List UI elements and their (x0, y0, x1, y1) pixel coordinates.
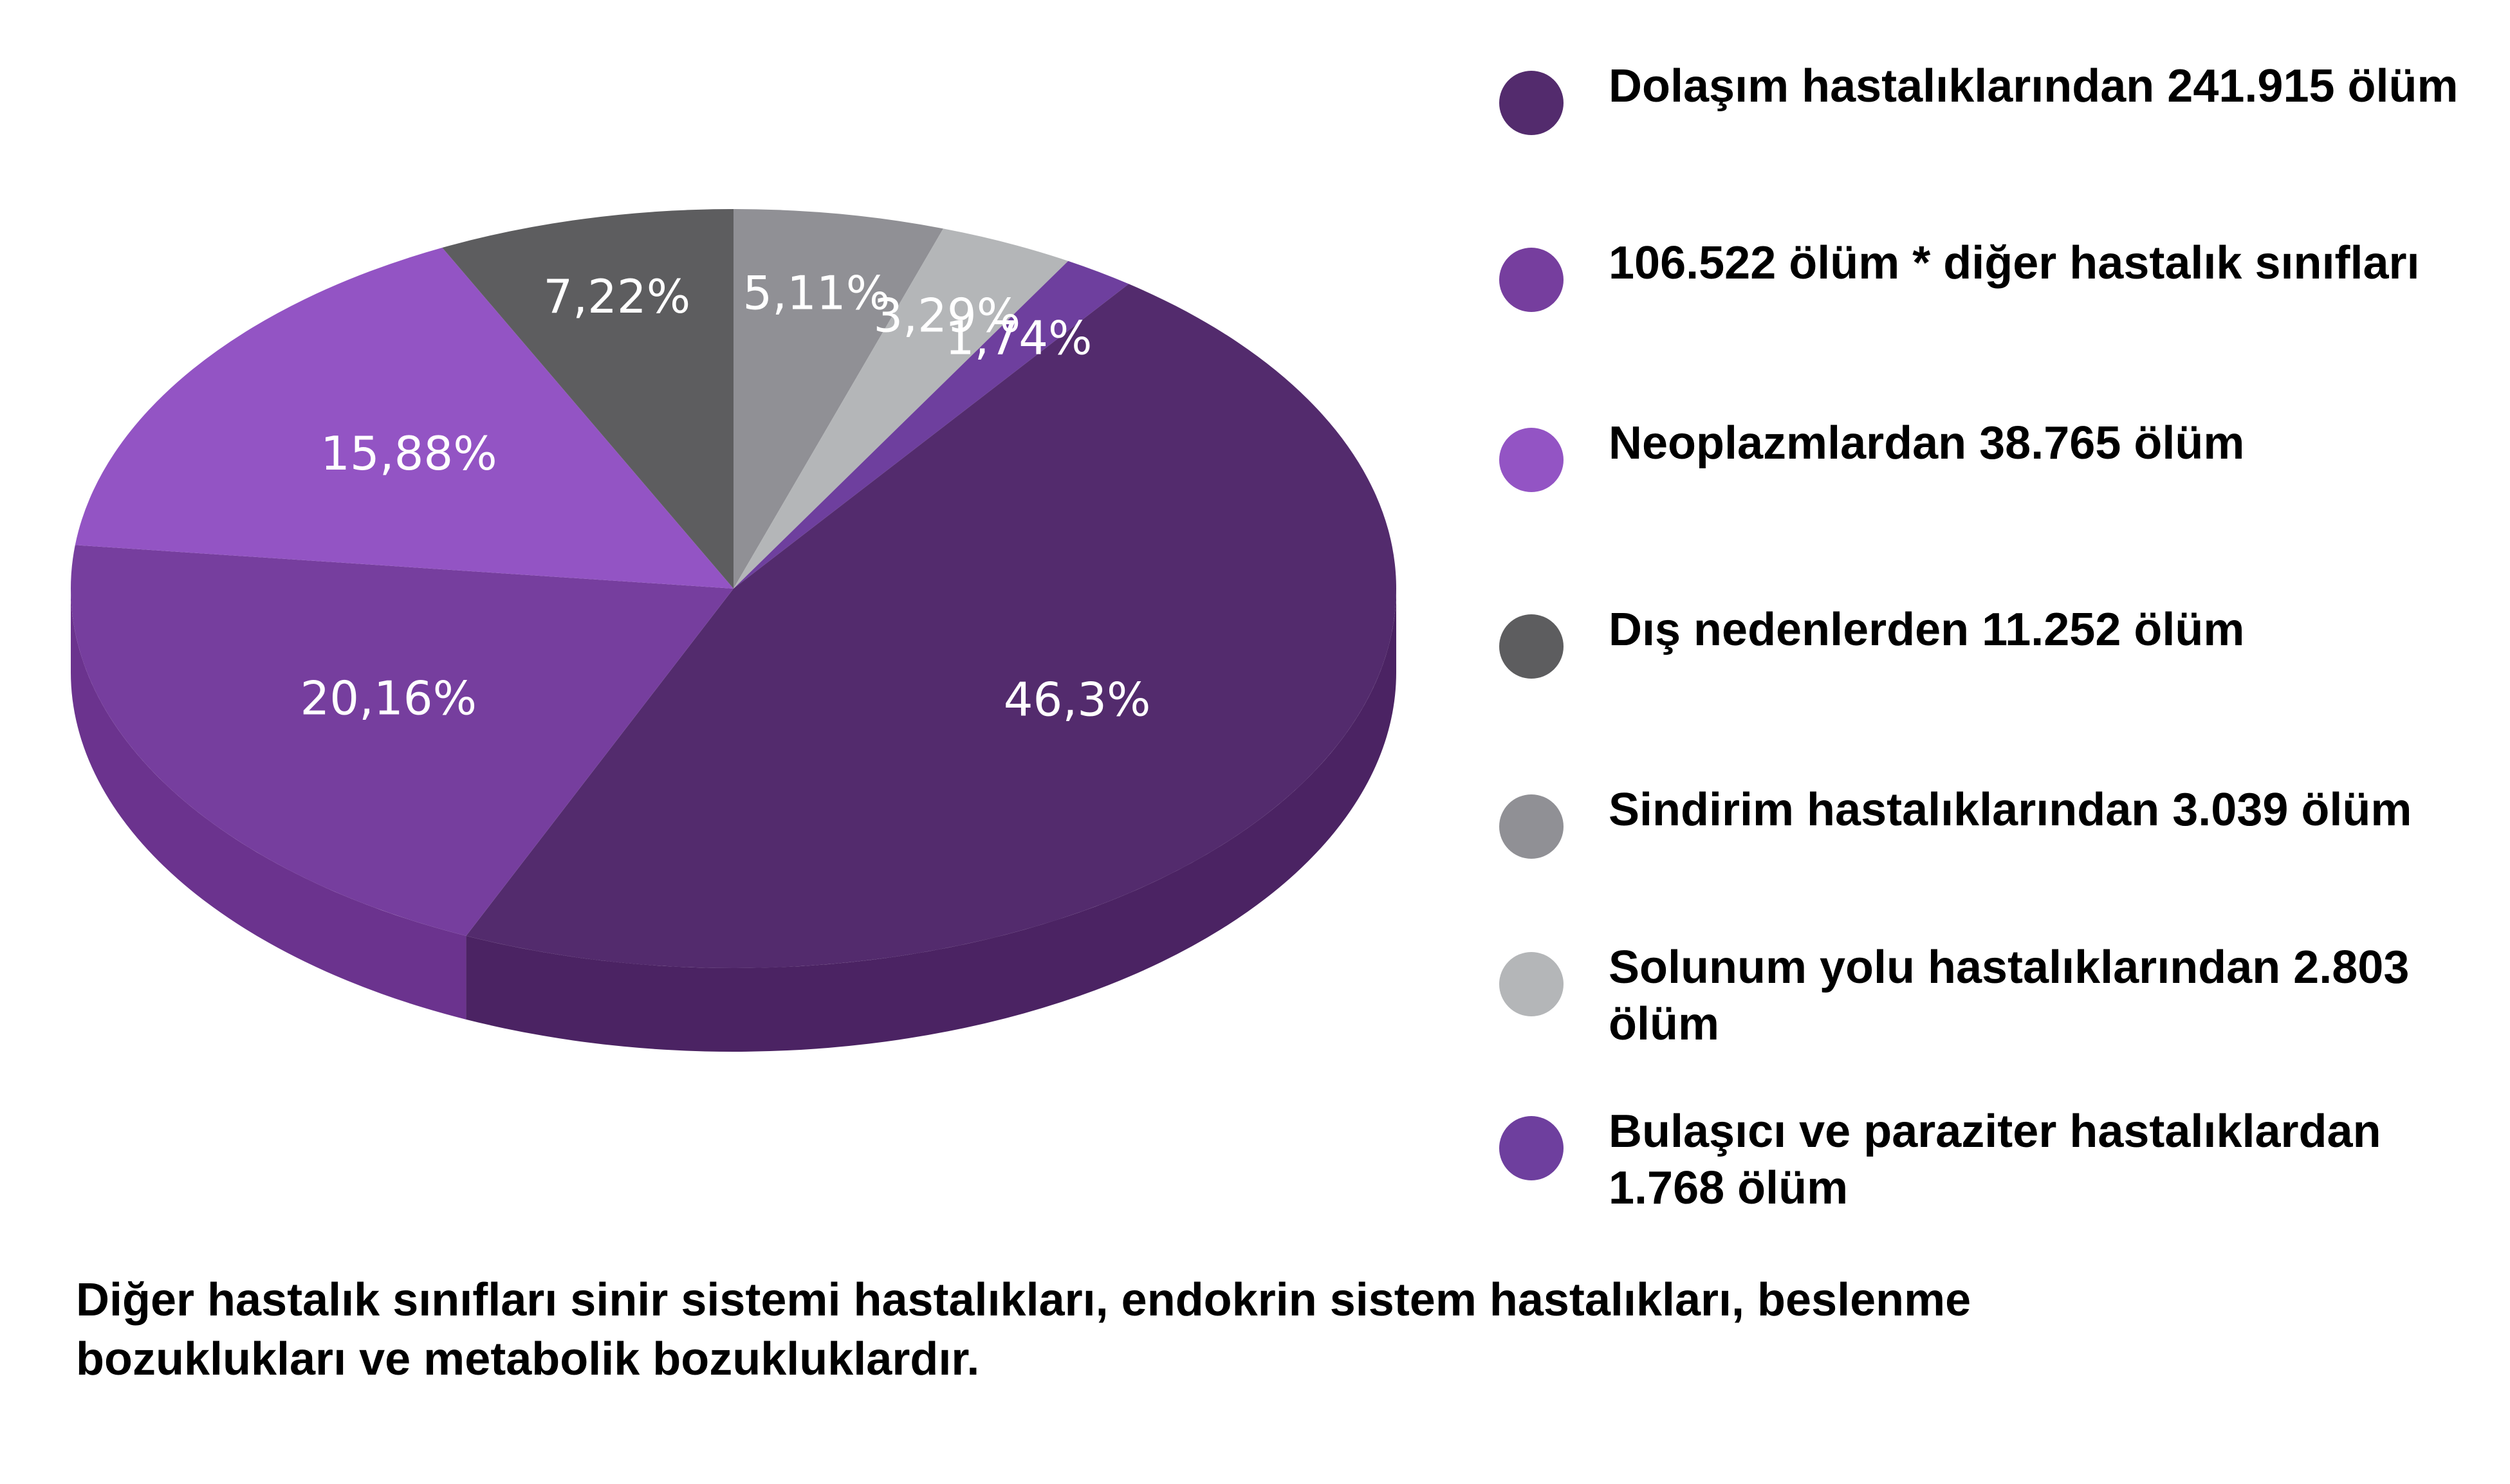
pie-slice (466, 284, 1396, 968)
legend-label: Dış nedenlerden 11.252 ölüm (1609, 604, 2245, 655)
footnote: Diğer hastalık sınıfları sinir sistemi h… (76, 1274, 1971, 1385)
slice-label: 3,29% (873, 288, 1020, 342)
pie-labels: 5,11%3,29%1,74% 46,3% 20,16% 15,88% 7,22% (300, 266, 1150, 726)
legend-label: Dolaşım hastalıklarından 241.915 ölüm (1609, 60, 2459, 112)
slice-label: 5,11% (743, 266, 890, 320)
pie-slice-side (71, 589, 466, 1020)
pie-sides (71, 589, 1397, 1052)
legend-swatch (1499, 952, 1564, 1016)
slice-label: 46,3% (1004, 673, 1151, 727)
pie-slice (734, 261, 1129, 589)
legend-label: 106.522 ölüm * diğer hastalık sınıfları (1609, 237, 2420, 289)
legend-item-neoplazm: Neoplazmlardan 38.765 ölüm (1499, 415, 2490, 492)
pie-slice (75, 248, 734, 589)
legend-item-bulasici: Bulaşıcı ve paraziter hastalıklardan 1.7… (1499, 1103, 2490, 1216)
pie-slice (442, 209, 734, 589)
pie-slice (71, 545, 734, 936)
pie-chart: 5,11%3,29%1,74% 46,3% 20,16% 15,88% 7,22% (71, 209, 1397, 1052)
legend-label: Solunum yolu hastalıklarından 2.803 ölüm (1609, 942, 2410, 1050)
legend-swatch (1499, 71, 1564, 135)
slice-label: 15,88% (320, 426, 497, 481)
pie-slice-side (466, 589, 1397, 1052)
slice-label: 7,22% (543, 270, 690, 324)
pie-top (71, 209, 1396, 968)
legend-item-dolasim: Dolaşım hastalıklarından 241.915 ölüm (1499, 58, 2490, 135)
legend-label: Sindirim hastalıklarından 3.039 ölüm (1609, 784, 2412, 836)
legend-swatch (1499, 248, 1564, 312)
legend-item-solunum: Solunum yolu hastalıklarından 2.803 ölüm (1499, 939, 2490, 1052)
slice-label: 1,74% (945, 311, 1093, 365)
legend-label: Bulaşıcı ve paraziter hastalıklardan 1.7… (1609, 1106, 2381, 1214)
legend-item-sindirim: Sindirim hastalıklarından 3.039 ölüm (1499, 782, 2490, 859)
legend-swatch (1499, 794, 1564, 859)
pie-slice (734, 228, 1069, 589)
legend-swatch (1499, 614, 1564, 679)
legend-item-dis-nedenler: Dış nedenlerden 11.252 ölüm (1499, 601, 2490, 679)
legend-label: Neoplazmlardan 38.765 ölüm (1609, 417, 2245, 469)
pie-slice (734, 209, 943, 589)
slice-label: 20,16% (300, 671, 477, 725)
legend-item-diger: 106.522 ölüm * diğer hastalık sınıfları (1499, 235, 2490, 312)
legend-swatch (1499, 1116, 1564, 1180)
legend-swatch (1499, 428, 1564, 492)
